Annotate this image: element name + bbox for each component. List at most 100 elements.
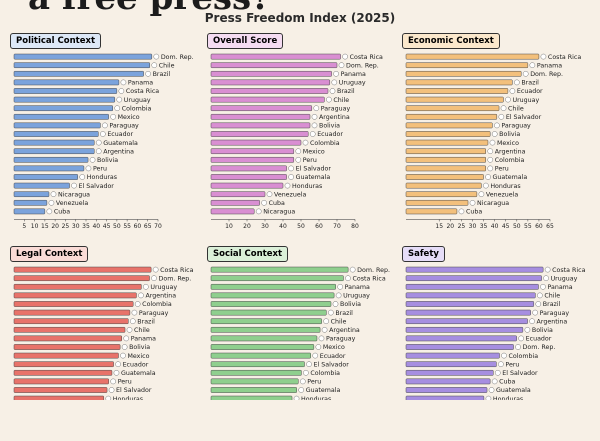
bar-dom-rep [405, 70, 522, 77]
bar-paraguay [210, 105, 313, 112]
country-label: Uruguay [343, 293, 370, 300]
panel-political-context: Political Context Dom. Rep. Chile Brazil Pa… [8, 33, 198, 230]
flag-icon [99, 131, 106, 137]
bar-el-salvador [13, 387, 108, 393]
country-label: Uruguay [339, 80, 366, 87]
country-label: Ecuador [317, 131, 343, 138]
flag-icon [488, 387, 495, 393]
flag-icon [540, 53, 547, 60]
bar-chile [210, 318, 322, 325]
flag-icon [529, 62, 536, 69]
flag-icon [321, 326, 328, 333]
country-label: Uruguay [512, 97, 539, 104]
flag-icon [113, 369, 120, 376]
flag-icon [295, 148, 302, 155]
flag-icon [337, 283, 344, 290]
flag-icon [543, 275, 549, 282]
flag-icon [110, 113, 116, 120]
flag-icon [79, 174, 86, 180]
bar-guatemala [210, 387, 297, 393]
bar-ecuador [210, 352, 311, 359]
country-label: Argentina [145, 293, 176, 300]
bar-colombia [13, 105, 113, 112]
bar-el-salvador [210, 361, 305, 368]
flag-icon [126, 326, 133, 333]
country-label: Brazil [521, 80, 539, 87]
bar-nicaragua [13, 191, 50, 198]
country-label: Venezuela [486, 191, 518, 198]
country-label: Colombia [509, 353, 539, 360]
panel-title: Social Context [207, 246, 289, 262]
country-label: Dom. Rep. [346, 62, 379, 69]
bar-bolivia [405, 326, 524, 333]
bar-dom-rep [210, 266, 349, 273]
country-label: Venezuela [56, 200, 88, 207]
flag-icon [491, 131, 498, 137]
flag-icon [494, 122, 500, 129]
country-label: Colombia [310, 370, 340, 377]
country-label: Mexico [323, 344, 345, 351]
flag-icon [105, 395, 112, 400]
bar-uruguay [210, 292, 335, 299]
bar-panama [13, 79, 120, 86]
x-tick-label: 70 [154, 223, 162, 230]
flag-icon [323, 318, 329, 325]
country-label: Mexico [118, 114, 140, 121]
x-tick-label: 40 [279, 223, 287, 230]
x-tick-label: 35 [480, 223, 488, 230]
flag-icon [313, 105, 320, 112]
bar-ecuador [13, 131, 99, 137]
bar-chile [405, 292, 536, 299]
bar-panama [210, 70, 332, 77]
country-label: Dom. Rep. [523, 344, 556, 351]
bar-chile [13, 326, 126, 333]
flag-icon [311, 113, 318, 120]
bar-peru [13, 378, 109, 385]
panel-title: Overall Score [207, 33, 284, 49]
flag-icon [494, 369, 501, 376]
flag-icon [458, 208, 465, 215]
flag-icon [338, 62, 345, 69]
flag-icon [120, 79, 127, 86]
bar-argentina [13, 148, 95, 155]
country-label: El Salvador [502, 370, 538, 377]
bar-costa-rica [210, 275, 344, 282]
chart-subtitle: Press Freedom Index (2025) [204, 11, 396, 25]
country-label: Honduras [490, 183, 520, 190]
bar-costa-rica [405, 266, 544, 273]
country-label: Peru [303, 157, 317, 164]
country-label: Bolivia [97, 157, 118, 164]
flag-icon [329, 88, 336, 94]
bar-dom-rep [210, 62, 338, 69]
x-tick-label: 60 [134, 223, 142, 230]
country-label: Bolivia [532, 327, 553, 334]
bar-bolivia [210, 122, 311, 129]
x-tick-label: 5 [22, 223, 26, 230]
country-label: Peru [118, 379, 132, 386]
country-label: Paraguay [109, 123, 139, 130]
x-tick-label: 55 [524, 223, 532, 230]
flag-icon [540, 283, 546, 290]
panel-title: Economic Context [402, 33, 500, 49]
country-label: Argentina [495, 148, 526, 155]
panel-legal-context: Legal Context Costa Rica Dom. Rep. Uruguay… [8, 246, 198, 441]
country-label: Honduras [301, 396, 331, 400]
bar-venezuela [405, 191, 478, 198]
flag-icon [315, 344, 322, 350]
flag-icon [498, 361, 504, 368]
country-label: Nicaragua [58, 191, 90, 198]
country-label: Uruguay [551, 275, 578, 282]
country-label: Cuba [499, 379, 515, 386]
bar-argentina [210, 326, 321, 333]
bar-guatemala [405, 387, 488, 393]
flag-icon [131, 309, 138, 316]
x-tick-label: 60 [315, 223, 323, 230]
x-tick-label: 15 [41, 223, 49, 230]
bar-nicaragua [210, 208, 255, 215]
country-label: Brazil [543, 301, 561, 308]
country-label: El Salvador [79, 183, 115, 190]
bar-mexico [405, 139, 489, 146]
x-tick-label: 30 [72, 223, 80, 230]
